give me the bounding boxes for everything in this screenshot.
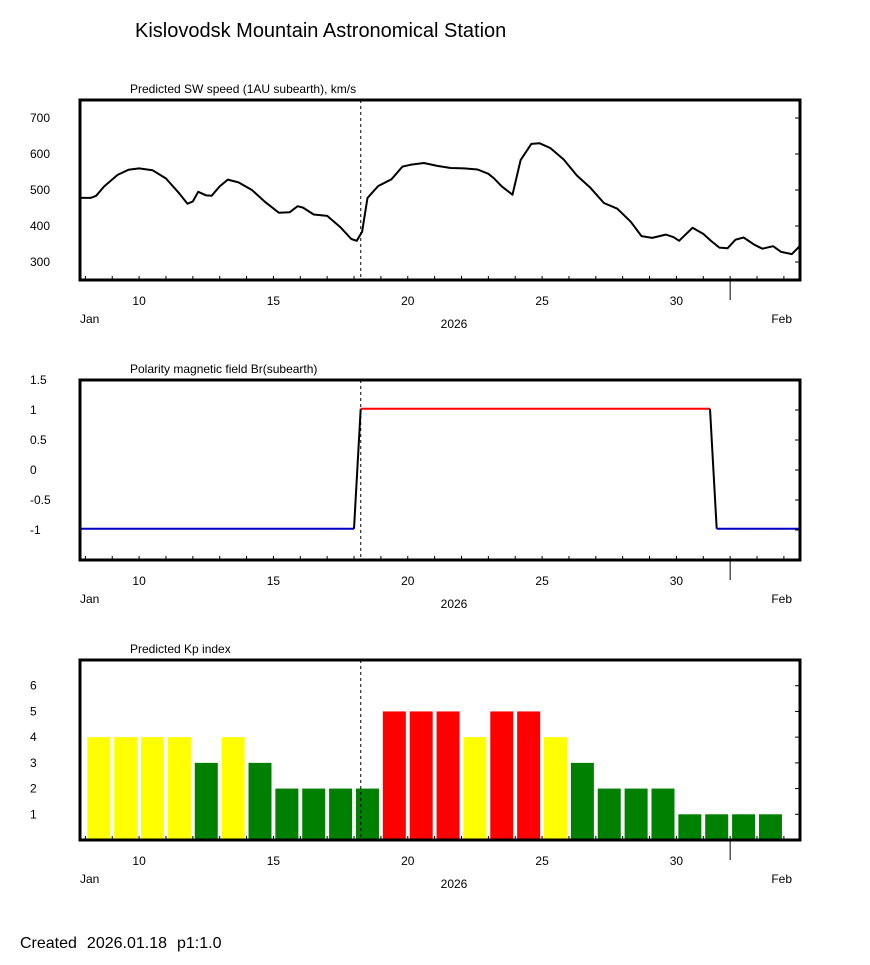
x-month-start: Jan <box>80 312 99 326</box>
kp-bar <box>517 711 541 840</box>
plot-frame <box>78 658 802 842</box>
kp-bar <box>87 737 111 840</box>
kp-bar <box>221 737 245 840</box>
x-month-end: Feb <box>771 592 792 606</box>
y-tick-label: 400 <box>30 219 50 233</box>
x-month-start: Jan <box>80 592 99 606</box>
kp-bar <box>436 711 460 840</box>
kp-bar <box>329 788 353 840</box>
chart-2: Polarity magnetic field Br(subearth) 1.5 1… <box>30 362 802 611</box>
x-tick-label: 10 <box>132 574 146 588</box>
x-tick-label: 30 <box>670 294 684 308</box>
y-tick-label: -1 <box>30 523 41 537</box>
page-title: Kislovodsk Mountain Astronomical Station <box>135 20 507 42</box>
created-date: 2026.01.18 <box>86 935 167 952</box>
kp-bar <box>758 814 782 840</box>
x-tick-label: 25 <box>535 574 549 588</box>
y-tick-label: 3 <box>30 756 37 770</box>
x-month-end: Feb <box>771 312 792 326</box>
chart-title: Predicted SW speed (1AU subearth), km/s <box>130 82 356 96</box>
kp-bar <box>678 814 702 840</box>
y-tick-label: 6 <box>30 679 37 693</box>
kp-bar <box>409 711 433 840</box>
kp-bar <box>382 711 406 840</box>
x-tick-label: 20 <box>401 854 415 868</box>
kp-bar <box>114 737 138 840</box>
kp-bar <box>624 788 648 840</box>
chart-title: Predicted Kp index <box>130 642 231 656</box>
kp-bar <box>570 762 594 840</box>
kp-bar <box>275 788 299 840</box>
chart-title: Polarity magnetic field Br(subearth) <box>130 362 317 376</box>
y-tick-label: 1.5 <box>30 373 47 387</box>
y-tick-label: 1 <box>30 807 37 821</box>
y-tick-label: 2 <box>30 782 37 796</box>
page-label: p1:1.0 <box>177 935 222 952</box>
series-line-transition-up <box>353 408 362 529</box>
kp-bar <box>597 788 621 840</box>
kp-bar <box>732 814 756 840</box>
x-tick-label: 30 <box>670 854 684 868</box>
kp-bar <box>194 762 218 840</box>
chart-3: Predicted Kp index 1 2 3 4 5 6 10 15 20 25 30 Jan Feb… <box>30 642 802 891</box>
x-tick-label: 25 <box>535 294 549 308</box>
y-tick-label: -0.5 <box>30 493 51 507</box>
y-tick-label: 4 <box>30 730 37 744</box>
x-tick-label: 10 <box>132 294 146 308</box>
kp-bar <box>167 737 191 840</box>
kp-bar <box>141 737 165 840</box>
kp-bar <box>463 737 487 840</box>
chart-1: Predicted SW speed (1AU subearth), km/s 3… <box>30 82 802 331</box>
y-tick-label: 500 <box>30 183 50 197</box>
kp-bar <box>302 788 326 840</box>
x-axis-year: 2026 <box>441 877 468 891</box>
kp-bar <box>248 762 272 840</box>
plot-frame <box>78 378 802 562</box>
y-tick-label: 0.5 <box>30 433 47 447</box>
kp-bar <box>544 737 568 840</box>
x-tick-label: 25 <box>535 854 549 868</box>
x-tick-label: 15 <box>267 574 281 588</box>
y-tick-label: 600 <box>30 147 50 161</box>
series-line-transition-down <box>709 408 718 529</box>
x-tick-label: 30 <box>670 574 684 588</box>
x-tick-label: 15 <box>267 854 281 868</box>
plot-frame <box>78 98 802 282</box>
x-month-end: Feb <box>771 872 792 886</box>
x-tick-label: 20 <box>401 294 415 308</box>
kp-bar <box>355 788 379 840</box>
x-axis-year: 2026 <box>441 597 468 611</box>
footer: Created 2026.01.18 p1:1.0 <box>20 935 231 953</box>
kp-bar <box>651 788 675 840</box>
x-tick-label: 20 <box>401 574 415 588</box>
x-axis-year: 2026 <box>441 317 468 331</box>
y-tick-label: 1 <box>30 403 37 417</box>
series-line-SW speed <box>80 142 801 256</box>
y-tick-label: 300 <box>30 255 50 269</box>
kp-bar <box>490 711 514 840</box>
x-month-start: Jan <box>80 872 99 886</box>
y-tick-label: 5 <box>30 704 37 718</box>
created-label: Created <box>20 935 77 952</box>
x-tick-label: 15 <box>267 294 281 308</box>
x-tick-label: 10 <box>132 854 146 868</box>
y-tick-label: 0 <box>30 463 37 477</box>
y-tick-label: 700 <box>30 111 50 125</box>
kp-bar <box>705 814 729 840</box>
